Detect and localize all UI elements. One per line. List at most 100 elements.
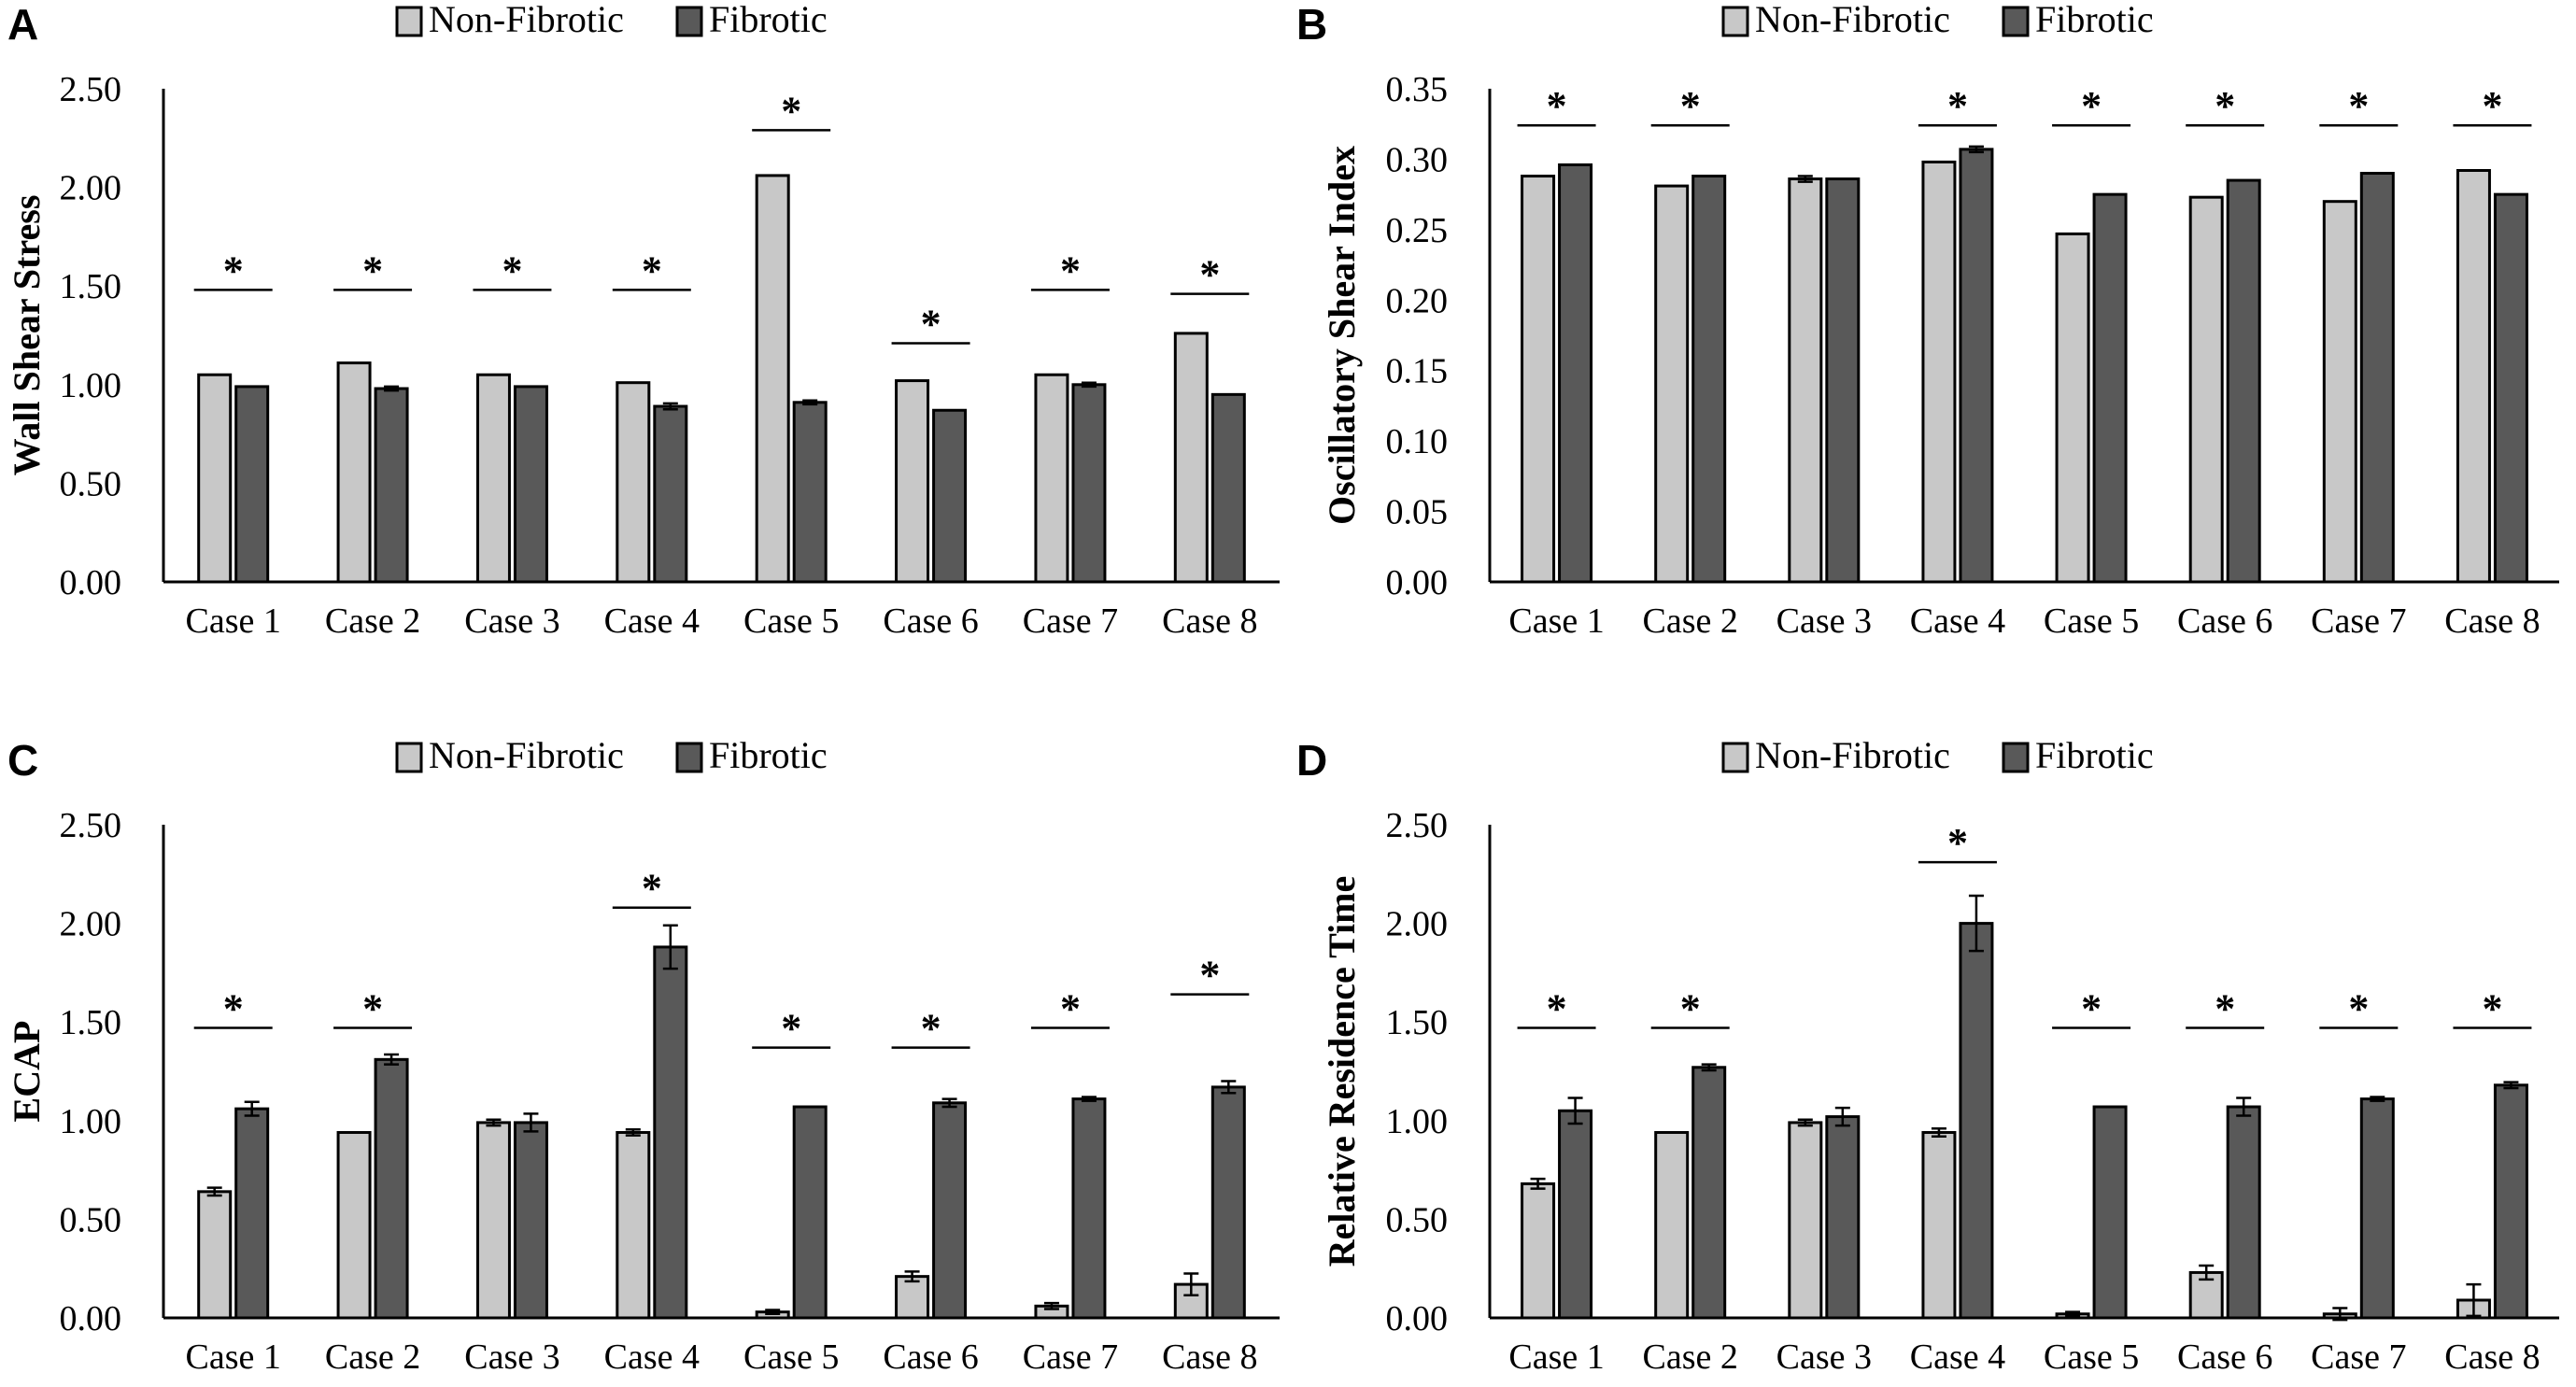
error-bar [2332, 1307, 2348, 1322]
bar-fibrotic [2092, 1105, 2128, 1320]
significance-star: * [2348, 986, 2369, 1032]
legend-label-fibrotic: Fibrotic [2035, 0, 2154, 40]
significance-star: * [1947, 820, 1968, 866]
error-bar [1931, 1126, 1946, 1138]
significance-marker: * [752, 1006, 831, 1052]
legend-swatch-non-fibrotic [1721, 6, 1749, 37]
significance-marker: * [1517, 986, 1596, 1032]
error-bar [2370, 1096, 2385, 1102]
legend-label-non-fibrotic: Non-Fibrotic [1755, 734, 1950, 776]
x-tick-label: Case 5 [2044, 1337, 2139, 1377]
significance-marker: * [1650, 986, 1730, 1032]
legend-swatch-fibrotic [2002, 742, 2030, 773]
legend-swatch-fibrotic [675, 6, 703, 37]
error-bar [1797, 1118, 1813, 1127]
chart-panel-a: A Non-Fibrotic Fibrotic Wall Shear Stress 0.… [6, 0, 1280, 641]
y-tick-label: 1.50 [1386, 1003, 1449, 1042]
significance-star: * [223, 986, 244, 1032]
error-bar [384, 1053, 400, 1066]
significance-star: * [362, 248, 383, 293]
y-tick-label: 0.25 [1386, 211, 1449, 250]
error-bar [1043, 1301, 1059, 1310]
bar-fibrotic [1691, 1066, 1727, 1320]
x-tick-label: Case 8 [1162, 1337, 1257, 1377]
significance-marker: * [473, 248, 552, 293]
legend: Non-Fibrotic Fibrotic [395, 734, 828, 776]
bar-fibrotic [2359, 172, 2395, 584]
bar-fibrotic [2226, 1105, 2261, 1320]
bar-non-fibrotic [616, 381, 651, 584]
legend-swatch-non-fibrotic [395, 6, 423, 37]
chart-panel-c: C Non-Fibrotic Fibrotic ECAP 0.00 0.50 1.00 1.5… [6, 734, 1280, 1377]
significance-marker: * [1170, 252, 1250, 298]
bar-fibrotic [653, 404, 688, 584]
significance-marker: * [891, 301, 970, 347]
x-tick-label: Case 3 [464, 1337, 559, 1377]
y-tick-label: 0.10 [1386, 422, 1449, 461]
bar-fibrotic [932, 1101, 968, 1320]
significance-star: * [2081, 83, 2102, 129]
significance-star: * [2081, 986, 2102, 1032]
bar-non-fibrotic [1654, 184, 1690, 584]
x-tick-label: Case 2 [1643, 602, 1738, 641]
significance-marker: * [333, 986, 413, 1032]
significance-marker: * [752, 88, 831, 134]
y-tick-label: 1.00 [60, 366, 122, 405]
error-bar [244, 1100, 260, 1117]
y-tick-label: 2.50 [60, 70, 122, 109]
bar-non-fibrotic [895, 379, 930, 584]
y-axis-label: ECAP [6, 1021, 48, 1123]
x-tick-label: Case 4 [604, 1337, 700, 1377]
x-tick-label: Case 1 [186, 1337, 281, 1377]
significance-star: * [1947, 83, 1968, 129]
significance-marker: * [1517, 83, 1596, 129]
x-tick-label: Case 5 [743, 1337, 839, 1377]
significance-star: * [1680, 986, 1701, 1032]
legend-label-fibrotic: Fibrotic [709, 734, 828, 776]
significance-star: * [921, 1006, 941, 1052]
bar-fibrotic [1959, 922, 1994, 1320]
bar-non-fibrotic [475, 1121, 511, 1320]
significance-marker: * [2319, 83, 2399, 129]
significance-star: * [362, 986, 383, 1032]
y-tick-label: 0.00 [1386, 1299, 1449, 1338]
error-bar [765, 1309, 781, 1316]
bar-non-fibrotic [2456, 168, 2491, 584]
bar-fibrotic [513, 1121, 548, 1320]
x-tick-label: Case 8 [2444, 1337, 2540, 1377]
significance-star: * [781, 88, 801, 134]
x-tick-label: Case 5 [743, 602, 839, 641]
significance-star: * [1547, 986, 1567, 1032]
significance-marker: * [2186, 986, 2265, 1032]
bar-fibrotic [2493, 192, 2528, 584]
significance-star: * [2215, 986, 2235, 1032]
chart-panel-d: D Non-Fibrotic Fibrotic Relative Residence … [1296, 734, 2559, 1377]
error-bar [941, 1097, 957, 1109]
bar-non-fibrotic [2055, 232, 2090, 584]
error-bar [904, 1270, 920, 1283]
x-tick-label: Case 6 [2177, 1337, 2272, 1377]
y-tick-label: 0.15 [1386, 352, 1449, 391]
legend-label-non-fibrotic: Non-Fibrotic [429, 0, 624, 40]
bar-fibrotic [792, 1105, 828, 1320]
bar-non-fibrotic [336, 361, 372, 584]
bar-fibrotic [2226, 178, 2261, 584]
bar-fibrotic [1071, 383, 1107, 584]
significance-star: * [1680, 83, 1701, 129]
significance-star: * [781, 1006, 801, 1052]
significance-star: * [921, 301, 941, 347]
error-bar [1567, 1097, 1583, 1125]
x-tick-label: Case 2 [325, 602, 420, 641]
y-tick-label: 2.50 [60, 806, 122, 845]
x-tick-label: Case 2 [325, 1337, 420, 1377]
bar-fibrotic [234, 1107, 270, 1320]
y-tick-label: 0.05 [1386, 493, 1449, 532]
significance-star: * [1199, 252, 1220, 298]
bar-non-fibrotic [1521, 1182, 1556, 1320]
significance-marker: * [1030, 248, 1110, 293]
significance-star: * [642, 866, 662, 912]
bar-non-fibrotic [1921, 160, 1957, 584]
legend-swatch-non-fibrotic [1721, 742, 1749, 773]
error-bar [2236, 1097, 2252, 1117]
error-bar [486, 1118, 502, 1127]
